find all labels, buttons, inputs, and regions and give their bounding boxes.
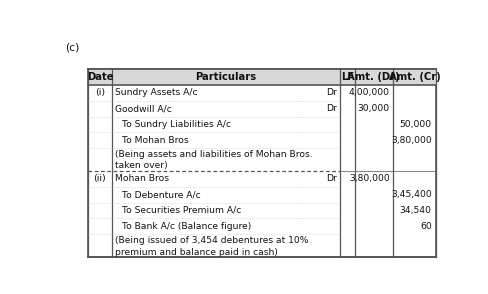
Text: 4,00,000: 4,00,000: [348, 88, 389, 97]
Text: Amt. (Dr): Amt. (Dr): [347, 72, 399, 82]
Text: Particulars: Particulars: [195, 72, 256, 82]
Text: 34,540: 34,540: [399, 206, 431, 215]
Text: Amt. (Cr): Amt. (Cr): [388, 72, 440, 82]
Text: Mohan Bros: Mohan Bros: [115, 174, 169, 183]
Text: (i): (i): [95, 88, 105, 97]
Text: LF: LF: [340, 72, 353, 82]
Text: 60: 60: [419, 222, 431, 231]
Text: Dr: Dr: [325, 104, 336, 113]
Text: To Bank A/c (Balance figure): To Bank A/c (Balance figure): [122, 222, 250, 231]
Text: To Debenture A/c: To Debenture A/c: [122, 190, 200, 199]
Text: Dr: Dr: [325, 88, 336, 97]
Text: 50,000: 50,000: [399, 120, 431, 129]
Text: 3,80,000: 3,80,000: [348, 174, 389, 183]
Text: (Being assets and liabilities of Mohan Bros.
taken over): (Being assets and liabilities of Mohan B…: [115, 150, 312, 171]
Text: Sundry Assets A/c: Sundry Assets A/c: [115, 88, 198, 97]
Text: To Mohan Bros: To Mohan Bros: [122, 136, 188, 145]
Text: (ii): (ii): [93, 174, 106, 183]
Text: Date: Date: [86, 72, 113, 82]
Text: To Securities Premium A/c: To Securities Premium A/c: [122, 206, 241, 215]
Text: (c): (c): [65, 42, 79, 52]
Text: 30,000: 30,000: [357, 104, 389, 113]
Text: 3,45,400: 3,45,400: [390, 190, 431, 199]
Text: 3,80,000: 3,80,000: [390, 136, 431, 145]
Bar: [87, 69, 435, 85]
Text: To Sundry Liabilities A/c: To Sundry Liabilities A/c: [122, 120, 230, 129]
Text: Goodwill A/c: Goodwill A/c: [115, 104, 172, 113]
Text: Dr: Dr: [325, 174, 336, 183]
Text: (Being issued of 3,454 debentures at 10%
premium and balance paid in cash): (Being issued of 3,454 debentures at 10%…: [115, 236, 308, 256]
